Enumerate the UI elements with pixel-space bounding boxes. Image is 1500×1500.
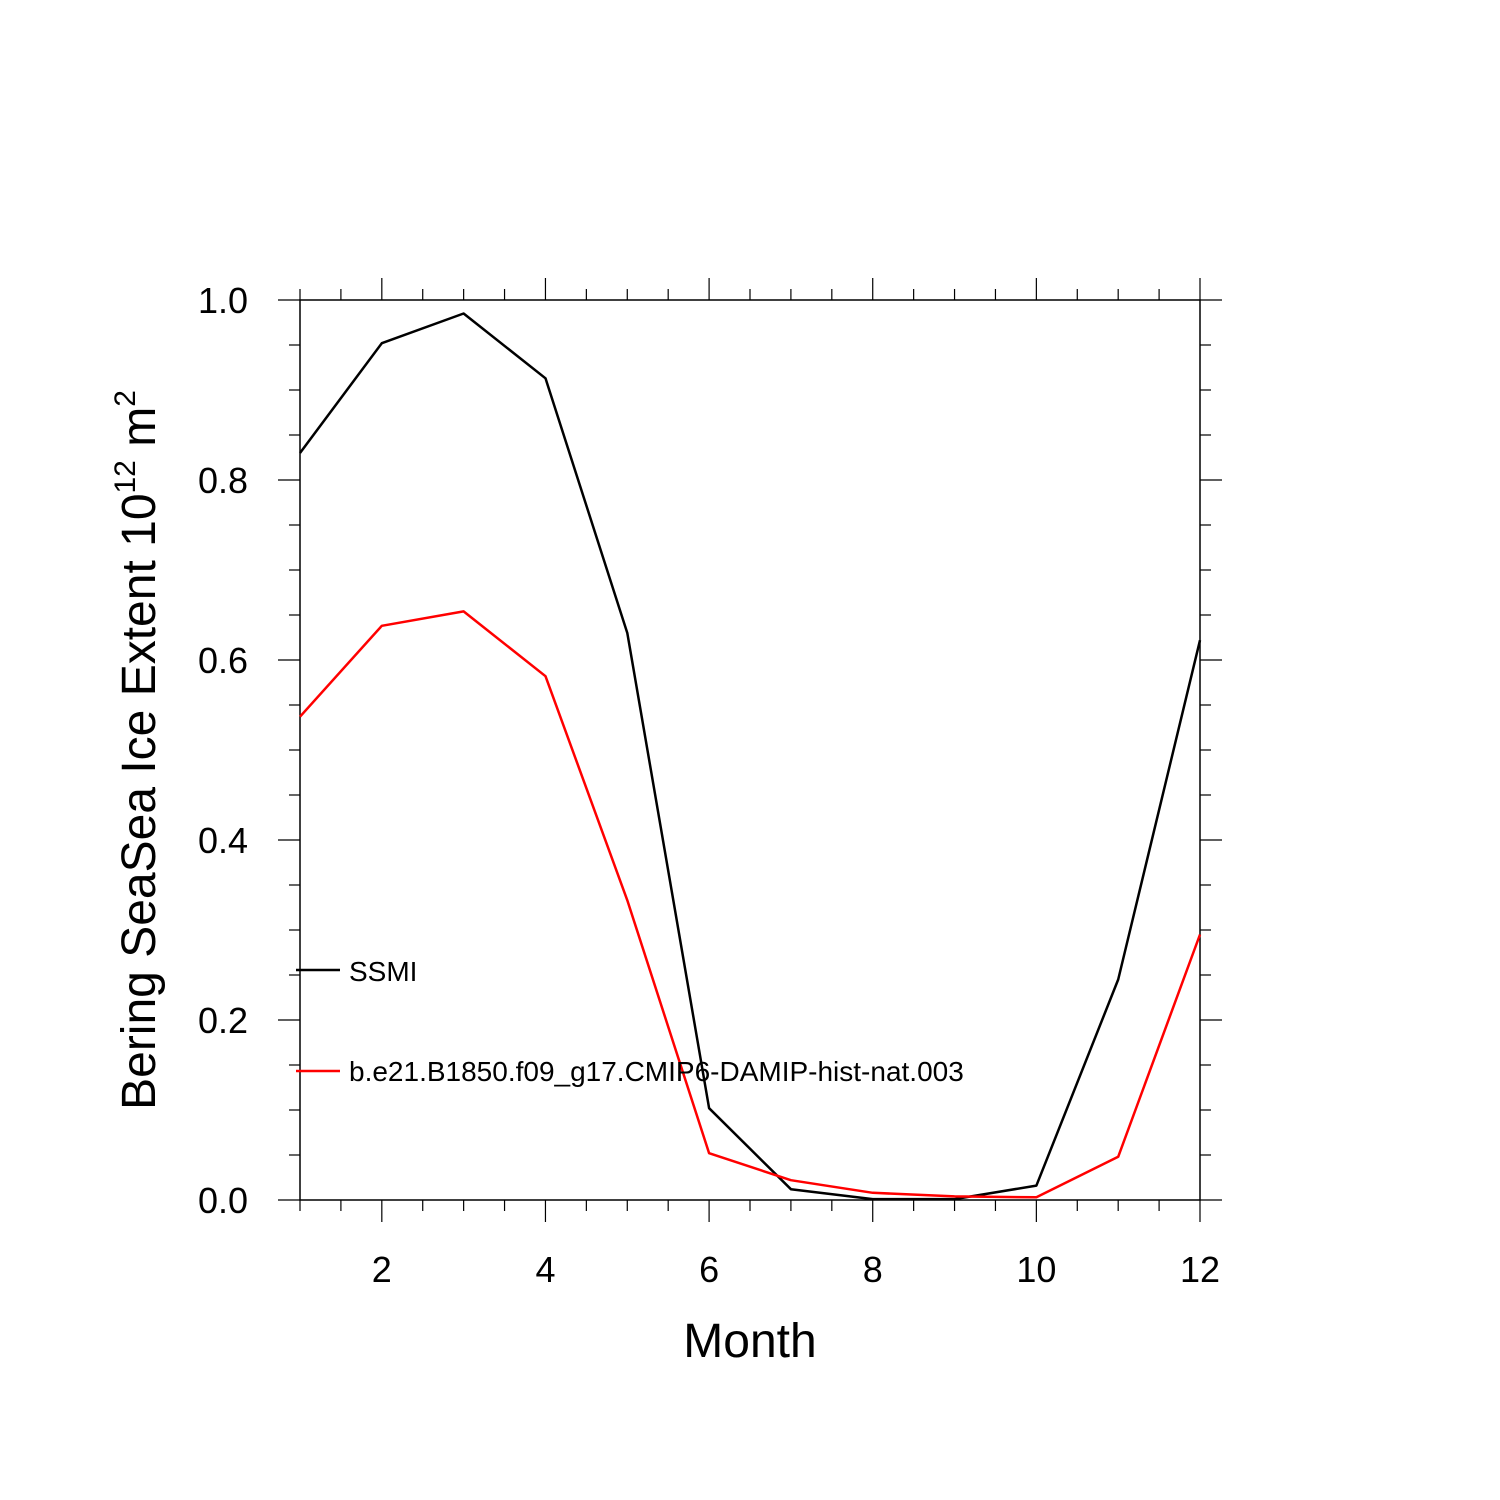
legend-label-model: b.e21.B1850.f09_g17.CMIP6-DAMIP-hist-nat… — [349, 1056, 964, 1087]
legend: SSMI b.e21.B1850.f09_g17.CMIP6-DAMIP-his… — [296, 956, 964, 1087]
plot-frame — [299, 299, 1201, 1201]
series-line-ssmi — [298, 312, 1202, 1201]
x-tick-label: 2 — [372, 1249, 392, 1290]
axis-ticks — [278, 278, 1222, 1222]
y-axis-title-unit-exponent: 2 — [109, 390, 142, 407]
legend-label-ssmi: SSMI — [349, 956, 417, 987]
x-tick-label: 10 — [1016, 1249, 1056, 1290]
y-tick-label: 0.0 — [198, 1180, 248, 1221]
legend-entry-model: b.e21.B1850.f09_g17.CMIP6-DAMIP-hist-nat… — [296, 1056, 964, 1087]
y-tick-label: 0.6 — [198, 640, 248, 681]
y-axis-title-main: Bering SeaSea Ice Extent 10 — [113, 493, 166, 1109]
x-axis-title: Month — [683, 1315, 816, 1368]
x-tick-label: 4 — [535, 1249, 555, 1290]
y-tick-label: 1.0 — [198, 280, 248, 321]
legend-entry-ssmi: SSMI — [296, 956, 417, 987]
series-line-model — [299, 610, 1202, 1199]
y-tick-label: 0.2 — [198, 1000, 248, 1041]
y-axis-title-unit: m — [113, 407, 166, 460]
y-tick-label: 0.8 — [198, 460, 248, 501]
x-tick-label: 6 — [699, 1249, 719, 1290]
x-tick-label: 12 — [1180, 1249, 1220, 1290]
y-axis-title: Bering SeaSea Ice Extent 1012 m2 — [109, 390, 166, 1110]
x-tick-label: 8 — [863, 1249, 883, 1290]
tick-labels: 2 4 6 8 10 12 0.0 0.2 0.4 0.6 0.8 1.0 — [198, 280, 1220, 1290]
y-tick-label: 0.4 — [198, 820, 248, 861]
y-axis-title-exponent: 12 — [109, 460, 142, 493]
series-lines — [298, 312, 1202, 1201]
